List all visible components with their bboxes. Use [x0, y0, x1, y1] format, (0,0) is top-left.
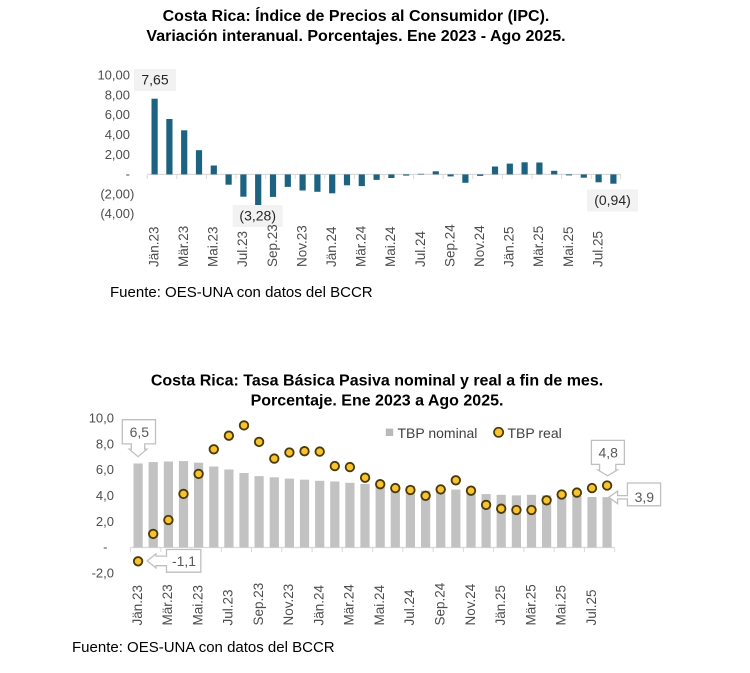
- svg-text:Mär.24: Mär.24: [354, 225, 369, 267]
- svg-text:Mai.23: Mai.23: [190, 585, 205, 626]
- svg-text:2,00: 2,00: [105, 147, 130, 162]
- svg-text:(0,94): (0,94): [594, 192, 631, 208]
- svg-text:Sep.24: Sep.24: [442, 224, 457, 267]
- svg-text:Jul.24: Jul.24: [413, 230, 428, 267]
- svg-text:-: -: [126, 167, 130, 182]
- svg-text:Nov.24: Nov.24: [463, 583, 478, 625]
- svg-text:Mär.23: Mär.23: [176, 226, 191, 267]
- svg-text:TBP real: TBP real: [508, 425, 562, 441]
- svg-text:4,0: 4,0: [96, 488, 114, 503]
- svg-text:Sep.23: Sep.23: [265, 224, 280, 267]
- svg-text:Jän.24: Jän.24: [324, 226, 339, 267]
- svg-text:Jul.25: Jul.25: [590, 231, 605, 267]
- svg-text:Jän.23: Jän.23: [146, 226, 161, 267]
- svg-text:Jän.23: Jän.23: [130, 585, 145, 626]
- svg-text:2,0: 2,0: [96, 514, 114, 529]
- svg-text:Costa Rica: Índice de Precios: Costa Rica: Índice de Precios al Consumi…: [163, 6, 550, 25]
- svg-text:Sep.23: Sep.23: [251, 583, 266, 626]
- svg-text:Mai.24: Mai.24: [383, 226, 398, 267]
- svg-text:Jul.24: Jul.24: [402, 589, 417, 626]
- svg-text:Jän.25: Jän.25: [502, 226, 517, 267]
- svg-text:-: -: [103, 540, 107, 555]
- svg-text:-1,1: -1,1: [172, 553, 196, 569]
- svg-text:(4,00): (4,00): [100, 206, 134, 221]
- svg-text:Mai.25: Mai.25: [561, 226, 576, 267]
- svg-text:Nov.24: Nov.24: [472, 225, 487, 267]
- svg-text:Mär.25: Mär.25: [523, 584, 538, 625]
- svg-text:7,65: 7,65: [141, 72, 168, 88]
- svg-text:Mai.25: Mai.25: [554, 585, 569, 626]
- svg-text:Costa Rica: Tasa Básica Pasiva: Costa Rica: Tasa Básica Pasiva nominal y…: [151, 373, 603, 390]
- svg-text:Mai.23: Mai.23: [206, 226, 221, 267]
- svg-text:6,00: 6,00: [105, 107, 130, 122]
- svg-text:Mär.24: Mär.24: [342, 584, 357, 626]
- svg-text:Variación interanual. Porcenta: Variación interanual. Porcentajes. Ene 2…: [146, 28, 565, 45]
- svg-text:3,9: 3,9: [635, 489, 655, 505]
- svg-text:Fuente: OES-UNA con datos del: Fuente: OES-UNA con datos del BCCR: [110, 284, 373, 301]
- svg-text:Fuente: OES-UNA con datos del: Fuente: OES-UNA con datos del BCCR: [72, 639, 335, 656]
- svg-text:-2,0: -2,0: [92, 566, 114, 581]
- svg-text:8,00: 8,00: [105, 87, 130, 102]
- svg-text:4,00: 4,00: [105, 127, 130, 142]
- svg-text:Nov.23: Nov.23: [281, 584, 296, 626]
- svg-text:Porcentaje. Ene 2023 a Ago 202: Porcentaje. Ene 2023 a Ago 2025.: [251, 393, 504, 410]
- svg-text:6,0: 6,0: [96, 462, 114, 477]
- svg-text:Sep.24: Sep.24: [433, 582, 448, 625]
- svg-text:Jän.24: Jän.24: [312, 584, 327, 625]
- svg-text:10,0: 10,0: [89, 411, 114, 426]
- svg-text:Mär.25: Mär.25: [531, 226, 546, 267]
- svg-text:Jul.25: Jul.25: [584, 589, 599, 625]
- svg-text:Jän.25: Jän.25: [493, 585, 508, 626]
- svg-text:Jul.23: Jul.23: [235, 231, 250, 267]
- svg-text:Mär.23: Mär.23: [160, 584, 175, 625]
- svg-text:(2,00): (2,00): [100, 186, 134, 201]
- svg-text:8,0: 8,0: [96, 436, 114, 451]
- svg-text:Mai.24: Mai.24: [372, 584, 387, 625]
- svg-text:TBP nominal: TBP nominal: [398, 425, 478, 441]
- svg-text:(3,28): (3,28): [239, 208, 276, 224]
- svg-text:Nov.23: Nov.23: [294, 225, 309, 267]
- svg-text:4,8: 4,8: [598, 444, 618, 460]
- svg-text:Jul.23: Jul.23: [221, 589, 236, 625]
- svg-text:6,5: 6,5: [130, 424, 150, 440]
- svg-text:10,00: 10,00: [97, 68, 130, 83]
